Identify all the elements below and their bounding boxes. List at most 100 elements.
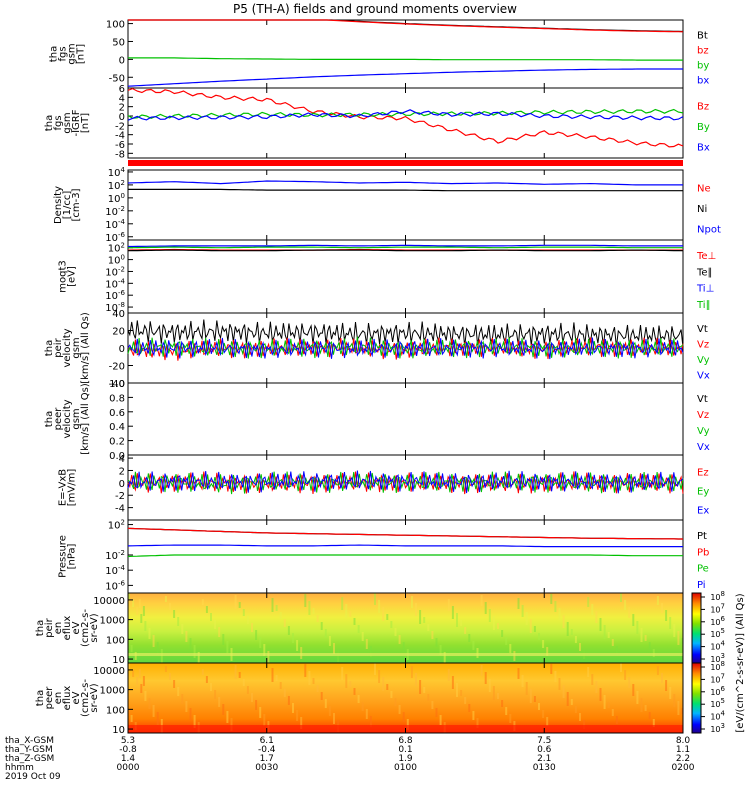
spectrogram-cell [640,628,643,642]
legend-Bz: Bz [697,101,709,112]
series-Vz [127,337,684,361]
ephemeris-value: 0.6 [537,745,552,755]
spectrogram-cell [177,617,180,626]
y-tick-label: 10 [112,655,125,666]
colorbar-tick: 104 [710,640,725,652]
spectrogram-cell [246,616,249,624]
spectrogram-cell [419,680,422,694]
ephemeris-value: 6.1 [260,736,274,746]
spectrogram-cell [542,710,545,718]
spectrogram-cell [587,597,590,607]
spectrogram-cell [656,666,659,675]
spectrogram-cell [439,645,442,655]
colorbar-tick: 103 [710,722,725,734]
svg-text:eflux: eflux [62,686,73,711]
spectrogram-cell [529,619,532,633]
series-Ex [127,470,684,494]
series-Te∥ [127,249,684,252]
series-By [127,108,684,119]
spectrogram-cell [140,684,143,693]
spectrogram-cell [328,636,331,646]
spectrogram-cell [345,674,348,688]
spectrogram-cell [242,609,245,616]
spectrogram-cell [636,691,639,704]
y-tick-label: 20 [112,327,125,338]
svg-text:Density: Density [53,186,64,224]
spectrogram-cell [492,686,495,700]
spectrogram-cell [365,709,368,719]
spectrogram-cell [201,669,204,675]
spectrogram-cell [669,687,672,699]
spectrogram-cell [189,638,192,650]
spectrogram-cell [451,676,454,689]
ephemeris-value: 1.4 [121,754,136,764]
spectrogram-cell [656,596,659,605]
colorbar-tick: 107 [710,602,725,614]
spectrogram-cell [628,677,631,688]
spectrogram-cell [410,596,413,608]
series-Ti⊥ [128,244,683,248]
spectrogram-cell [431,701,434,709]
svg-text:[mV/m]: [mV/m] [67,469,78,507]
spectrogram-cell [222,704,225,715]
colorbar-tick: 105 [710,697,725,709]
svg-text:[km/s] (All Qs): [km/s] (All Qs) [80,312,91,384]
spectrogram-cell [263,714,266,726]
spectrogram-cell [374,663,376,675]
spectrogram-cell [369,716,372,727]
spectrogram-cell [607,632,610,638]
spectrogram-cell [255,630,258,640]
svg-text:gsm: gsm [71,408,82,429]
spectrogram-cell [185,701,188,712]
legend-Ey: Ey [697,487,709,498]
spectrogram-cell [468,704,471,712]
spectrogram-cell [136,607,139,615]
svg-text:velocity: velocity [62,328,73,367]
panel-frame [127,87,684,159]
spectrogram [128,663,683,733]
svg-text:gsm: gsm [71,337,82,358]
legend-Bx: Bx [697,143,710,154]
spectrogram-cell [136,677,139,685]
spectrogram-cell [632,614,635,626]
spectrogram-cell [218,697,221,707]
svg-text:en: en [53,692,64,705]
spectrogram-cell [435,638,438,647]
spectrogram-cell [501,700,504,707]
spectrogram-cell [365,639,368,649]
spectrogram-cell [201,599,204,605]
spectrogram-cell [673,624,676,637]
spectrogram-cell [636,621,639,634]
spectrogram-cell [316,685,319,692]
spectrogram-cell [181,624,184,634]
legend-Npot: Npot [697,225,721,236]
ephemeris-label: hhmm [5,763,34,773]
spectrogram-cell [218,627,221,637]
spectrogram-cell [152,705,155,717]
spectrogram-cell [644,705,647,711]
spectrogram-cell [255,700,258,710]
spectrogram-cell [554,601,557,612]
spectrogram-cell [205,606,208,613]
spectrogram-cell [148,698,151,709]
spectrogram-cell [681,638,683,644]
spectrogram-cell [263,644,266,656]
ephemeris-value: 6.8 [398,736,413,746]
panel-frame [127,382,684,456]
spectrogram-cell [279,682,282,689]
spectrogram-cell [230,718,233,731]
series-bx [127,68,683,87]
y-tick-label: 0.4 [109,422,125,433]
spectrogram-cell [316,615,319,622]
colorbar-tick: 103 [710,652,725,664]
spectrogram-cell [140,614,143,623]
legend-Vy: Vy [697,355,710,366]
panel-frame [127,169,684,241]
spectrogram-cell [550,594,553,604]
spectrogram-cell [677,701,680,715]
legend-Bt: Bt [697,31,708,42]
spectrogram-cell [484,602,487,614]
